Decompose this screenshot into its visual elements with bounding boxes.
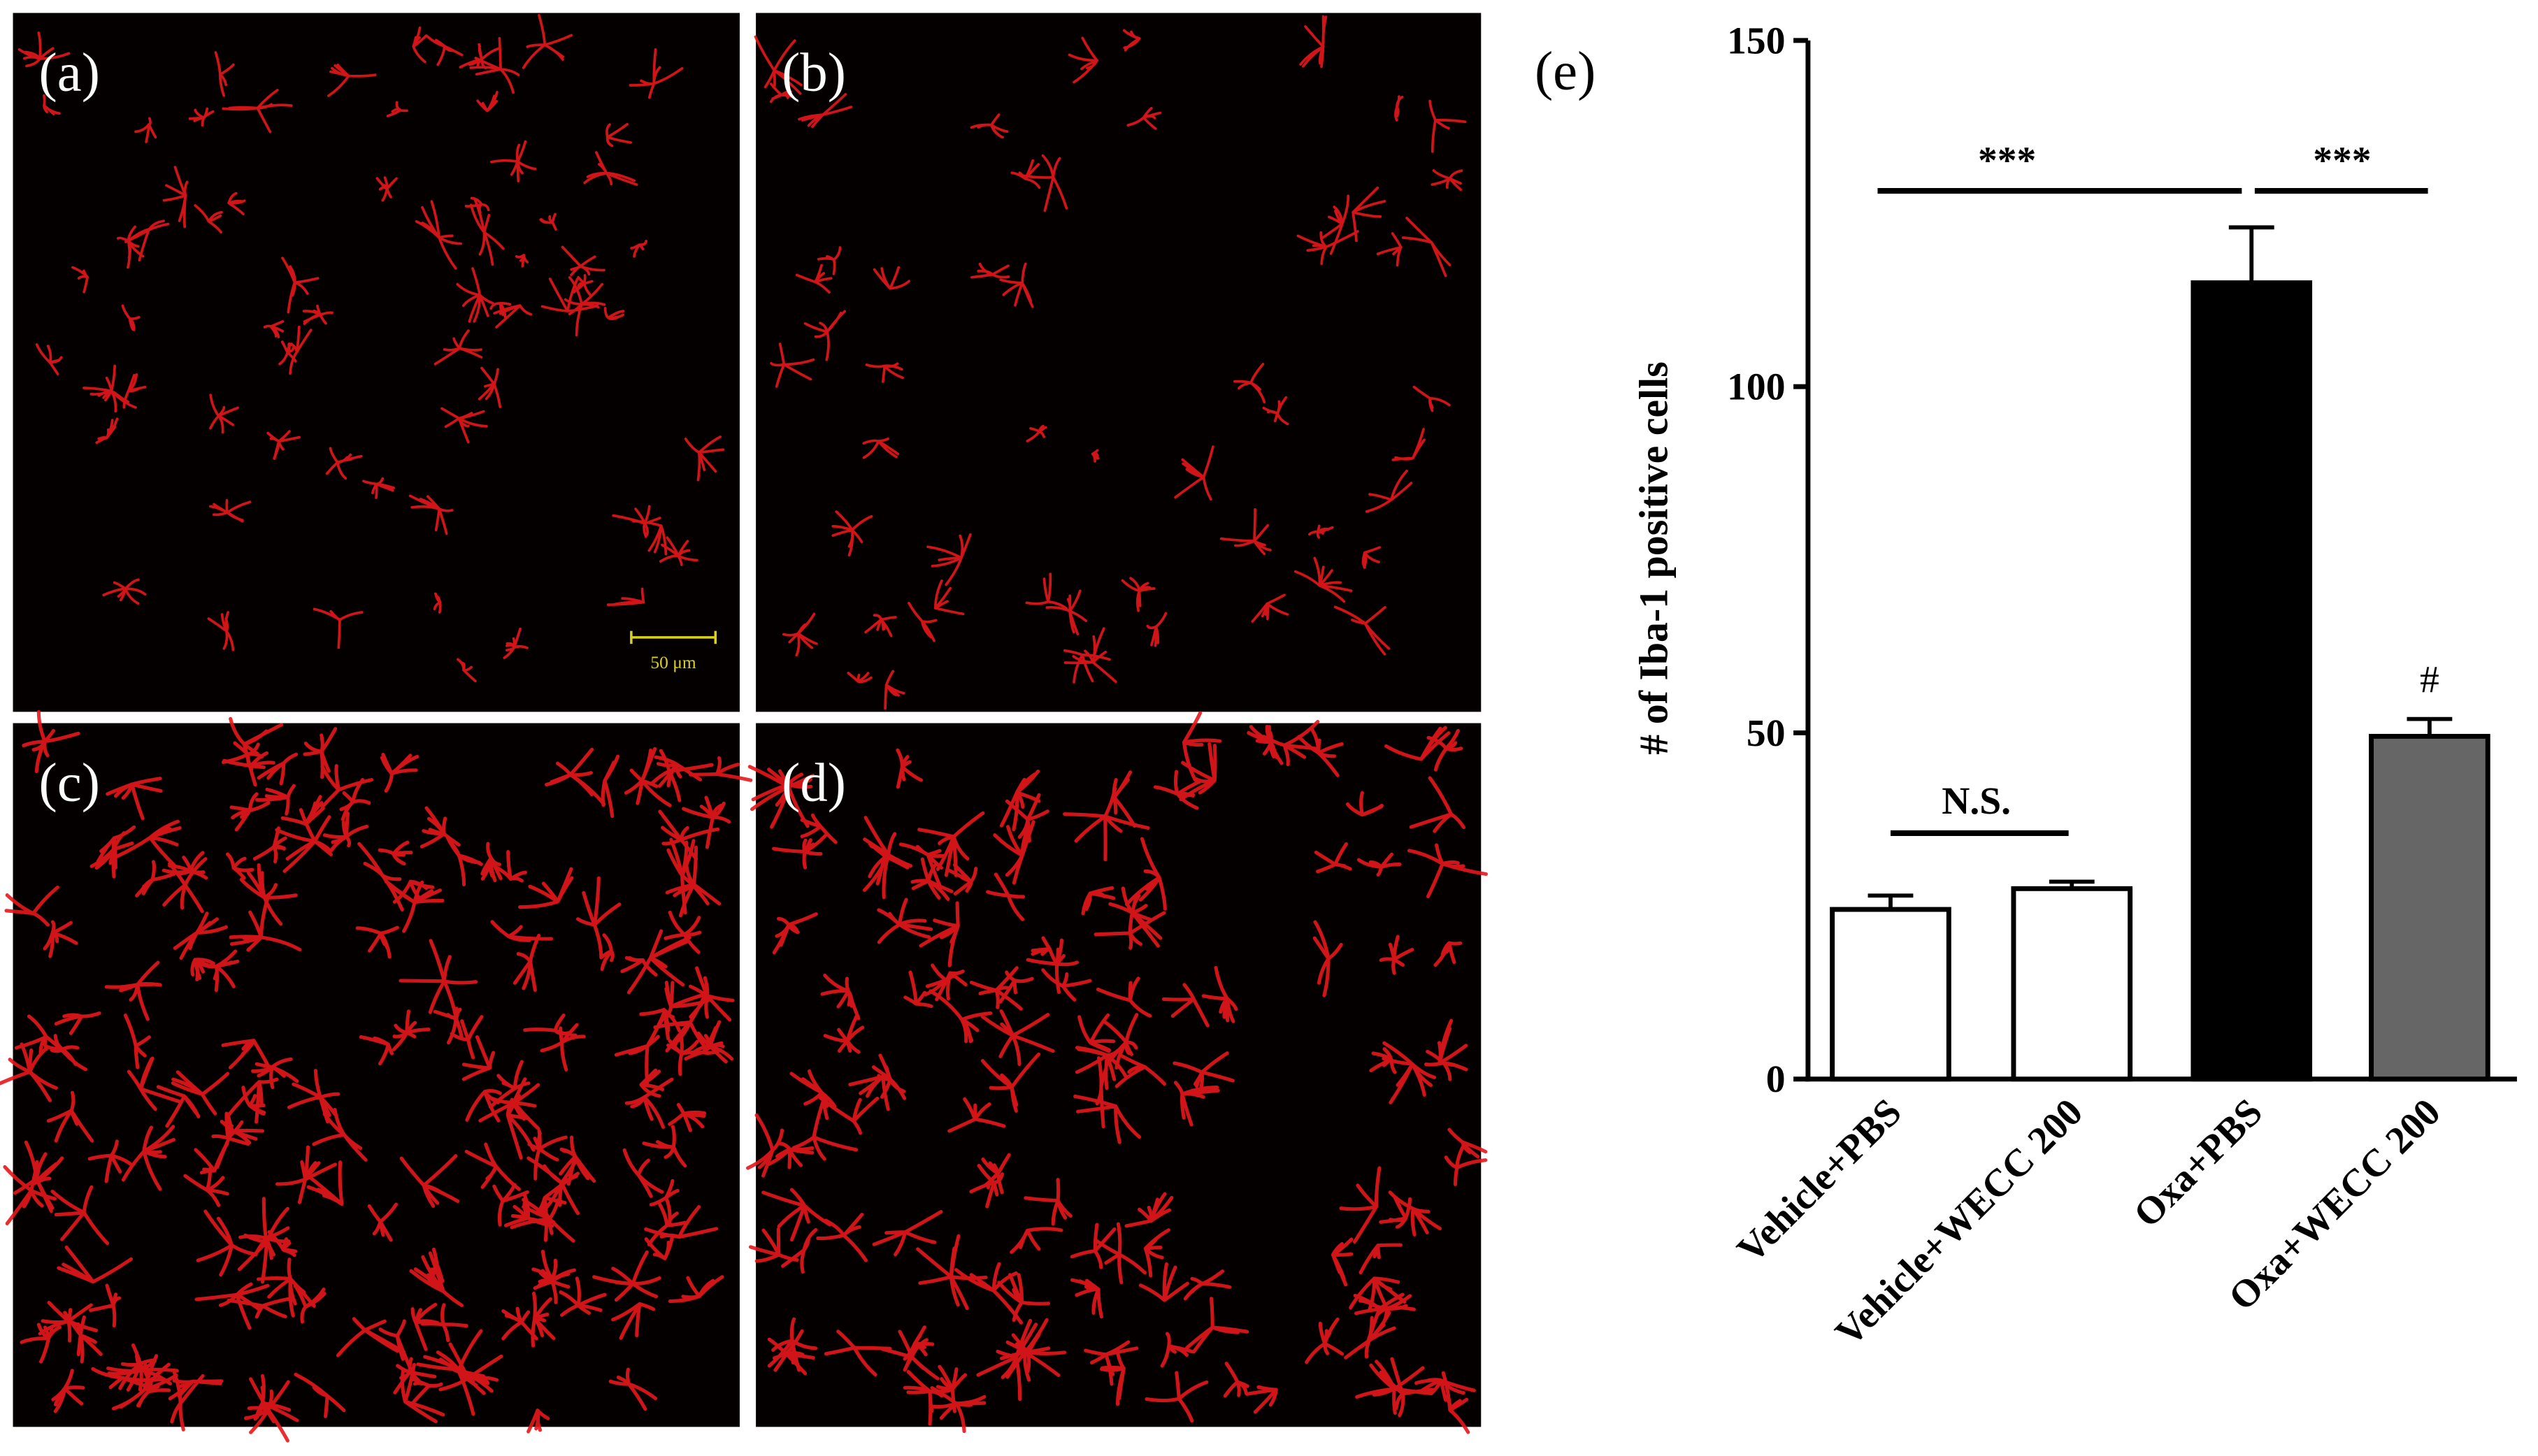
micrograph xyxy=(756,723,1482,1427)
microglia xyxy=(17,13,725,683)
bar xyxy=(2191,280,2313,1082)
microglia xyxy=(0,709,753,1443)
panel-label: (e) xyxy=(1535,41,1596,101)
y-tick-label: 0 xyxy=(1766,1058,1786,1101)
y-axis-label: # of Iba-1 positive cells xyxy=(1630,361,1676,754)
panel-label: (b) xyxy=(782,43,846,103)
microglia xyxy=(746,711,1488,1434)
bar xyxy=(2369,733,2490,1082)
micrograph xyxy=(756,13,1482,712)
bar xyxy=(1830,907,1951,1082)
y-tick-label: 50 xyxy=(1747,712,1786,755)
x-tick-label: Oxa+PBS xyxy=(2125,1090,2271,1236)
micrograph xyxy=(13,723,740,1427)
significance-label: *** xyxy=(1978,139,2036,182)
micrograph xyxy=(13,13,740,712)
microglia xyxy=(754,15,1467,710)
bar xyxy=(2011,886,2133,1082)
panel-label: (a) xyxy=(39,43,100,103)
y-tick-label: 150 xyxy=(1727,19,1785,62)
significance-label: # xyxy=(2420,658,2439,702)
x-tick-label: Vehicle+PBS xyxy=(1729,1090,1910,1271)
panel-label: (c) xyxy=(39,753,100,814)
y-tick-label: 100 xyxy=(1727,366,1785,409)
significance-label: *** xyxy=(2313,139,2371,182)
significance-label: N.S. xyxy=(1942,779,2011,823)
scale-bar-label: 50 μm xyxy=(650,652,696,672)
panel-label: (d) xyxy=(782,753,846,814)
